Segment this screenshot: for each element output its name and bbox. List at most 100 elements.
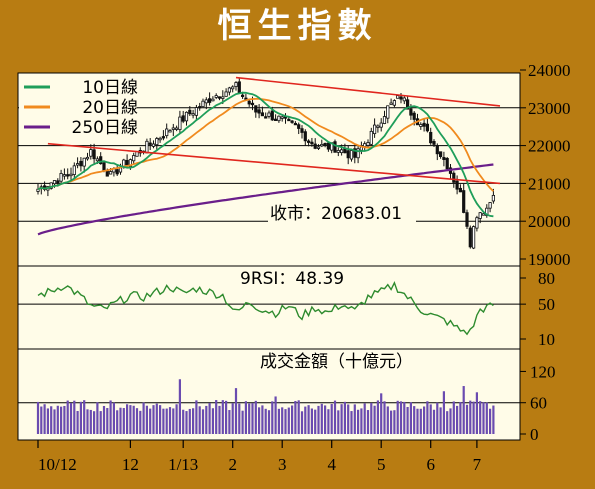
candle-body (409, 108, 413, 116)
volume-bar (406, 406, 409, 434)
candle-body (240, 94, 245, 97)
volume-bar (221, 400, 224, 434)
volume-bar (145, 405, 148, 434)
candle-body (491, 194, 496, 202)
rsi-tick-label: 80 (538, 269, 555, 288)
volume-bar (366, 410, 370, 434)
volume-bar (66, 400, 69, 434)
candle-body (214, 95, 218, 98)
volume-bar (96, 402, 99, 434)
candle-body (425, 123, 430, 132)
candle-body (59, 173, 63, 182)
volume-bar (479, 401, 482, 434)
volume-bar (234, 388, 238, 434)
volume-bar (46, 408, 49, 434)
volume-bar (330, 403, 333, 434)
candle-body (369, 130, 373, 145)
candle-body (221, 96, 225, 99)
candle-body (386, 105, 390, 119)
volume-bar (271, 401, 274, 434)
candle-body (382, 116, 387, 124)
volume-bar (459, 401, 462, 434)
volume-bar (93, 411, 96, 434)
volume-bar (215, 400, 218, 434)
volume-bar (188, 408, 191, 434)
volume-bar (449, 408, 452, 434)
volume-bar (370, 402, 373, 434)
volume-bar (36, 401, 40, 434)
x-tick-label: 5 (377, 455, 386, 474)
candle-body (306, 140, 311, 143)
volume-bar (287, 407, 290, 434)
candle-body (293, 122, 298, 126)
volume-bar (159, 405, 162, 434)
volume-bar (211, 408, 214, 434)
volume-bar (277, 408, 280, 434)
candle-body (99, 156, 103, 165)
candle-body (148, 142, 152, 145)
candle-body (280, 116, 284, 119)
candle-body (297, 124, 301, 129)
candle-body (273, 118, 278, 121)
volume-bar (172, 408, 175, 434)
volume-bar (73, 400, 76, 434)
candle-body (356, 148, 360, 159)
volume-bar (297, 400, 300, 434)
candle-body (250, 102, 255, 106)
volume-bar (340, 404, 343, 434)
candle-body (488, 202, 492, 209)
candle-body (396, 95, 400, 99)
x-tick-label: 12 (122, 455, 139, 474)
volume-bar (165, 408, 168, 434)
candle-body (353, 148, 357, 158)
candle-body (171, 127, 175, 130)
candle-body (270, 110, 274, 121)
volume-bar (149, 408, 152, 434)
volume-bar (396, 400, 399, 434)
volume-bar (380, 393, 383, 434)
close-annotation-bg (268, 202, 416, 224)
volume-bar (106, 408, 109, 434)
candle-body (445, 157, 449, 170)
chart-canvas: 24000230002200021000200001900010日線20日線25… (17, 61, 571, 474)
candle-body (392, 100, 397, 106)
candle-body (326, 142, 331, 150)
price-tick-label: 24000 (528, 61, 571, 80)
candle-body (132, 155, 136, 162)
volume-bar (63, 405, 66, 434)
price-tick-label: 20000 (528, 212, 571, 231)
volume-bar (112, 402, 115, 434)
volume-bar (116, 410, 119, 434)
volume-bar (469, 400, 472, 434)
candle-body (82, 157, 86, 167)
candle-body (247, 100, 251, 105)
volume-bar (426, 401, 429, 434)
volume-bar (168, 407, 172, 434)
volume-bar (429, 404, 432, 434)
candle-body (339, 149, 344, 154)
volume-label: 成交金額（十億元） (260, 352, 413, 372)
candle-body (478, 212, 482, 219)
candle-body (198, 106, 202, 109)
price-tick-label: 22000 (528, 137, 571, 156)
volume-bar (337, 410, 340, 434)
volume-bar (76, 410, 79, 434)
candle-body (227, 87, 231, 93)
volume-bar (208, 403, 211, 434)
volume-bar (324, 405, 327, 434)
volume-bar (122, 408, 125, 434)
candle-body (128, 159, 132, 168)
volume-bar (182, 409, 185, 434)
volume-bar (327, 409, 330, 434)
volume-bar (86, 409, 89, 434)
volume-bar (129, 405, 132, 434)
candle-body (76, 163, 80, 166)
volume-bar (284, 409, 287, 434)
candle-body (211, 98, 215, 102)
volume-bar (241, 410, 244, 434)
candle-body (462, 190, 466, 213)
candle-body (399, 96, 403, 100)
candle-body (366, 142, 370, 146)
candle-body (260, 112, 264, 117)
volume-bar (274, 396, 277, 434)
